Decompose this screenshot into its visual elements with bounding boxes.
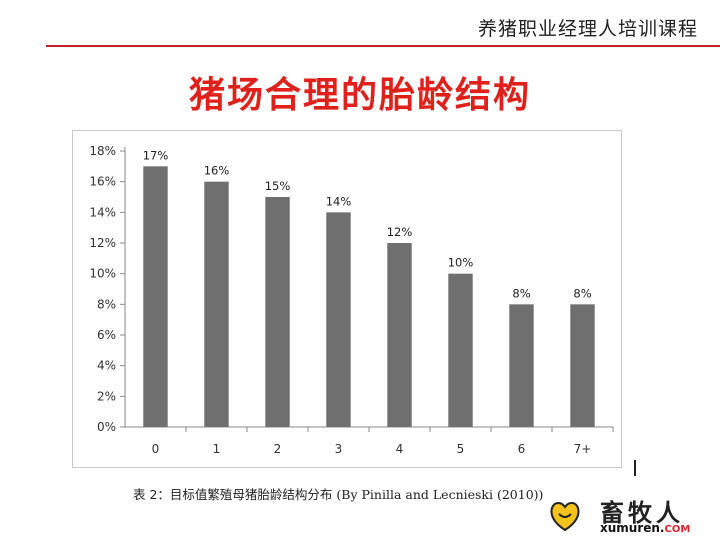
data-label: 15%: [265, 179, 291, 193]
x-tick-label: 2: [274, 442, 282, 456]
data-label: 8%: [512, 286, 530, 300]
y-tick-label: 6%: [97, 328, 116, 342]
data-label: 17%: [143, 148, 169, 162]
slide-title: 猪场合理的胎龄结构: [188, 75, 531, 116]
y-tick-label: 18%: [89, 144, 116, 158]
bar: [387, 243, 412, 427]
x-tick-label: 3: [335, 442, 343, 456]
y-tick-label: 16%: [89, 175, 116, 189]
data-label: 12%: [387, 225, 413, 239]
y-tick-label: 0%: [97, 420, 116, 434]
data-label: 14%: [326, 194, 352, 208]
y-tick-label: 2%: [97, 389, 116, 403]
site-logo: 畜牧人 xumuren.COM: [548, 495, 718, 539]
text-cursor: [634, 460, 636, 476]
x-tick-label: 7+: [574, 442, 592, 456]
x-tick-label: 1: [213, 442, 221, 456]
y-tick-label: 10%: [89, 267, 116, 281]
bar: [326, 212, 351, 427]
bar: [509, 304, 534, 427]
logo-url: xumuren.COM: [600, 521, 690, 535]
caption-source: (By Pinilla and Lecnieski (2010)): [336, 487, 544, 502]
bar: [570, 304, 595, 427]
chart-caption: 表 2：目标值繁殖母猪胎龄结构分布 (By Pinilla and Lecnie…: [133, 484, 543, 503]
header-divider: [46, 45, 720, 47]
data-label: 16%: [204, 164, 230, 178]
x-tick-label: 5: [457, 442, 465, 456]
logo-url-tld: COM: [664, 524, 691, 535]
data-label: 8%: [573, 286, 591, 300]
logo-emblem-icon: [550, 502, 580, 532]
caption-label: 表 2：目标值繁殖母猪胎龄结构分布: [133, 487, 333, 502]
x-tick-label: 0: [152, 442, 160, 456]
y-tick-label: 4%: [97, 359, 116, 373]
logo-name: 畜牧人: [600, 498, 684, 527]
y-tick-label: 12%: [89, 236, 116, 250]
y-tick-label: 14%: [89, 205, 116, 219]
bar: [143, 166, 168, 428]
x-tick-label: 6: [518, 442, 526, 456]
course-header: 养猪职业经理人培训课程: [477, 18, 698, 40]
x-tick-label: 4: [396, 442, 404, 456]
bar: [265, 197, 290, 427]
data-label: 10%: [448, 256, 474, 270]
bar: [448, 273, 473, 427]
y-tick-label: 8%: [97, 297, 116, 311]
bar-chart: 0% 2% 4% 6% 8% 10% 12% 14% 16% 18% 17% 0 16% 1 15% 2 14%…: [89, 144, 614, 456]
chart-frame: 0% 2% 4% 6% 8% 10% 12% 14% 16% 18% 17% 0 16% 1 15% 2 14%…: [72, 130, 622, 468]
bar: [204, 181, 229, 427]
logo-url-domain: xumuren.: [600, 521, 665, 535]
